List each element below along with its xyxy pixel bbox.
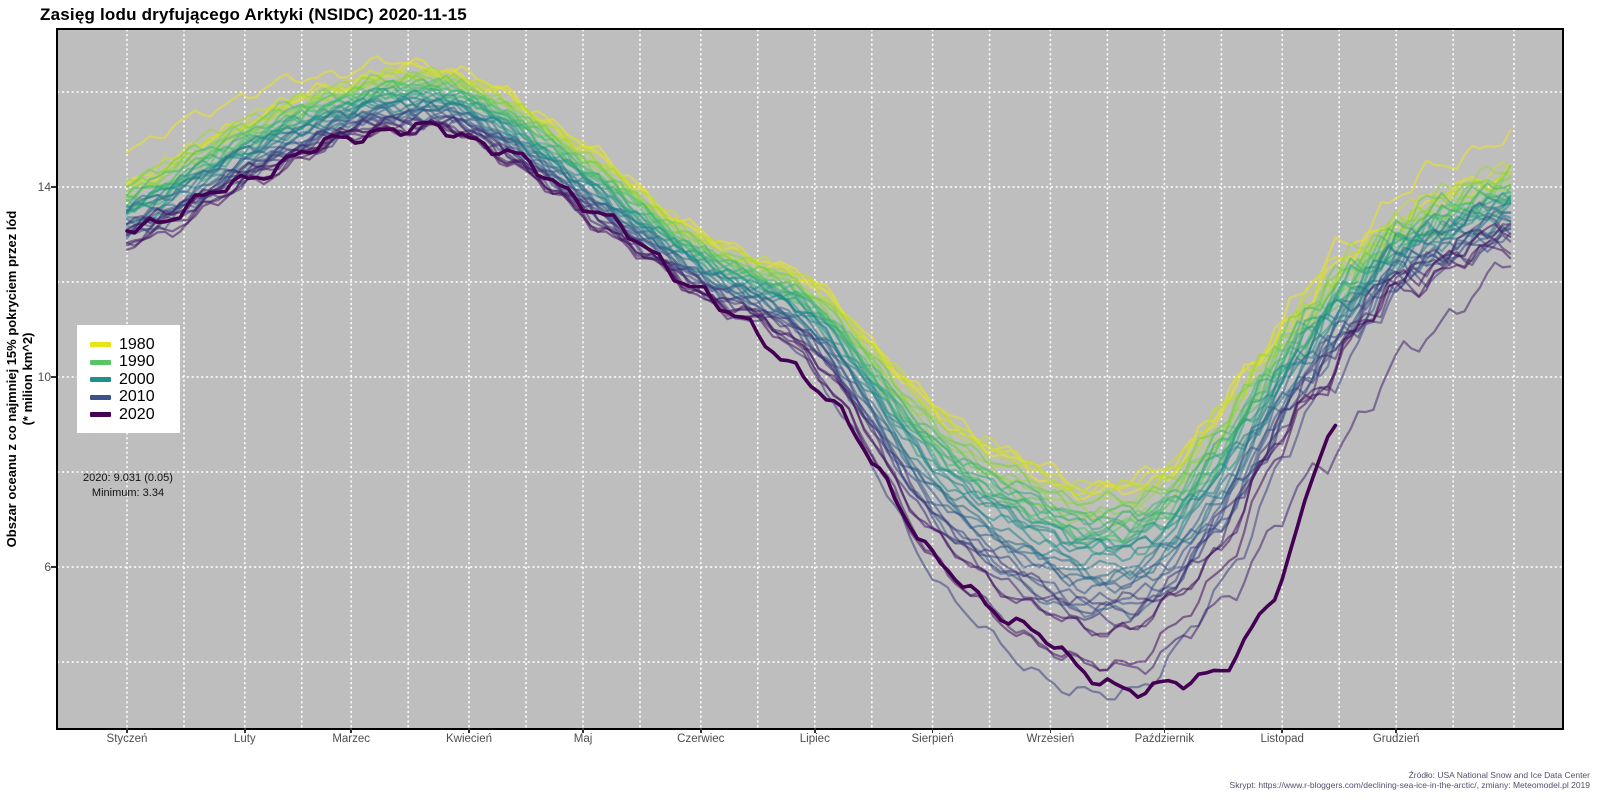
series-2020-line: [125, 120, 1338, 700]
x-tick-label-4: Kwiecień: [445, 733, 493, 745]
legend-swatch-1980: [90, 342, 111, 348]
legend-entry-2020: 2020: [90, 406, 176, 424]
x-tick-mark-1: [126, 728, 128, 733]
series-2012-line: [125, 115, 1512, 701]
x-tick-mark-3: [350, 728, 352, 733]
legend-label-1990: 1990: [119, 353, 155, 371]
chart-title: Zasięg lodu dryfującego Arktyki (NSIDC) …: [40, 5, 467, 24]
series-2018-line: [125, 118, 1512, 637]
footer: Źródło: USA National Snow and Ice Data C…: [1229, 770, 1590, 790]
series-2015-line: [125, 115, 1512, 627]
x-tick-mark-6: [700, 728, 702, 733]
legend-swatch-2000: [90, 377, 111, 383]
x-tick-label-1: Styczeń: [106, 733, 148, 745]
y-tick-mark-10: [51, 376, 56, 378]
series-2013-line: [125, 112, 1512, 616]
footer-source: Źródło: USA National Snow and Ice Data C…: [1408, 770, 1590, 780]
legend-swatch-2010: [90, 394, 111, 400]
x-tick-label-12: Grudzień: [1372, 733, 1420, 745]
y-tick-mark-6: [51, 566, 56, 568]
legend: 1980 1990 2000 2010 2020: [77, 325, 180, 433]
x-tick-mark-9: [1049, 728, 1052, 733]
x-tick-mark-10: [1163, 728, 1166, 733]
legend-label-2010: 2010: [119, 388, 155, 406]
y-tick-label-6: 6: [44, 560, 51, 574]
legend-swatch-2020: [90, 412, 111, 418]
x-tick-label-3: Marzec: [332, 733, 371, 745]
x-tick-mark-2: [244, 728, 246, 733]
legend-label-2000: 2000: [119, 370, 155, 388]
x-tick-label-5: Maj: [573, 733, 593, 745]
legend-label-1980: 1980: [119, 335, 155, 353]
x-tick-label-11: Listopad: [1260, 733, 1304, 745]
legend-entry-1980: 1980: [90, 336, 176, 354]
x-tick-mark-4: [468, 728, 470, 733]
x-tick-mark-11: [1281, 728, 1283, 733]
y-tick-mark-14: [51, 186, 56, 188]
y-tick-label-14: 14: [37, 180, 51, 194]
series-2019-line: [125, 121, 1512, 672]
chart-canvas: [58, 30, 1562, 728]
y-tick-label-10: 10: [37, 370, 51, 384]
legend-swatch-1990: [90, 359, 111, 365]
x-tick-label-8: Sierpień: [911, 733, 954, 745]
plot-panel: 1980 1990 2000 2010 2020 2020: 9.031 (0.…: [56, 28, 1564, 730]
x-tick-label-10: Październik: [1134, 733, 1195, 745]
x-tick-mark-8: [931, 728, 934, 733]
legend-entry-2010: 2010: [90, 388, 176, 407]
x-tick-label-2: Luty: [233, 733, 256, 745]
legend-entry-1990: 1990: [90, 353, 176, 372]
x-tick-label-7: Lipiec: [799, 733, 830, 745]
footer-script: Skrypt: https://www.r-bloggers.com/decli…: [1229, 779, 1590, 790]
series-1994-line: [125, 87, 1512, 532]
x-tick-mark-5: [582, 728, 584, 733]
annotation-2020: 2020: 9.031 (0.05) Minimum: 3.34: [63, 471, 193, 501]
x-tick-mark-12: [1395, 728, 1397, 733]
annotation-current-value: 2020: 9.031 (0.05): [83, 472, 173, 484]
x-tick-label-6: Czerwiec: [677, 733, 725, 745]
annotation-minimum: Minimum: 3.34: [91, 487, 165, 499]
legend-entry-2000: 2000: [90, 371, 176, 389]
legend-label-2020: 2020: [119, 405, 155, 423]
x-tick-mark-7: [814, 728, 816, 733]
series-1988-line: [125, 73, 1512, 507]
x-tick-label-9: Wrzesień: [1026, 733, 1075, 745]
